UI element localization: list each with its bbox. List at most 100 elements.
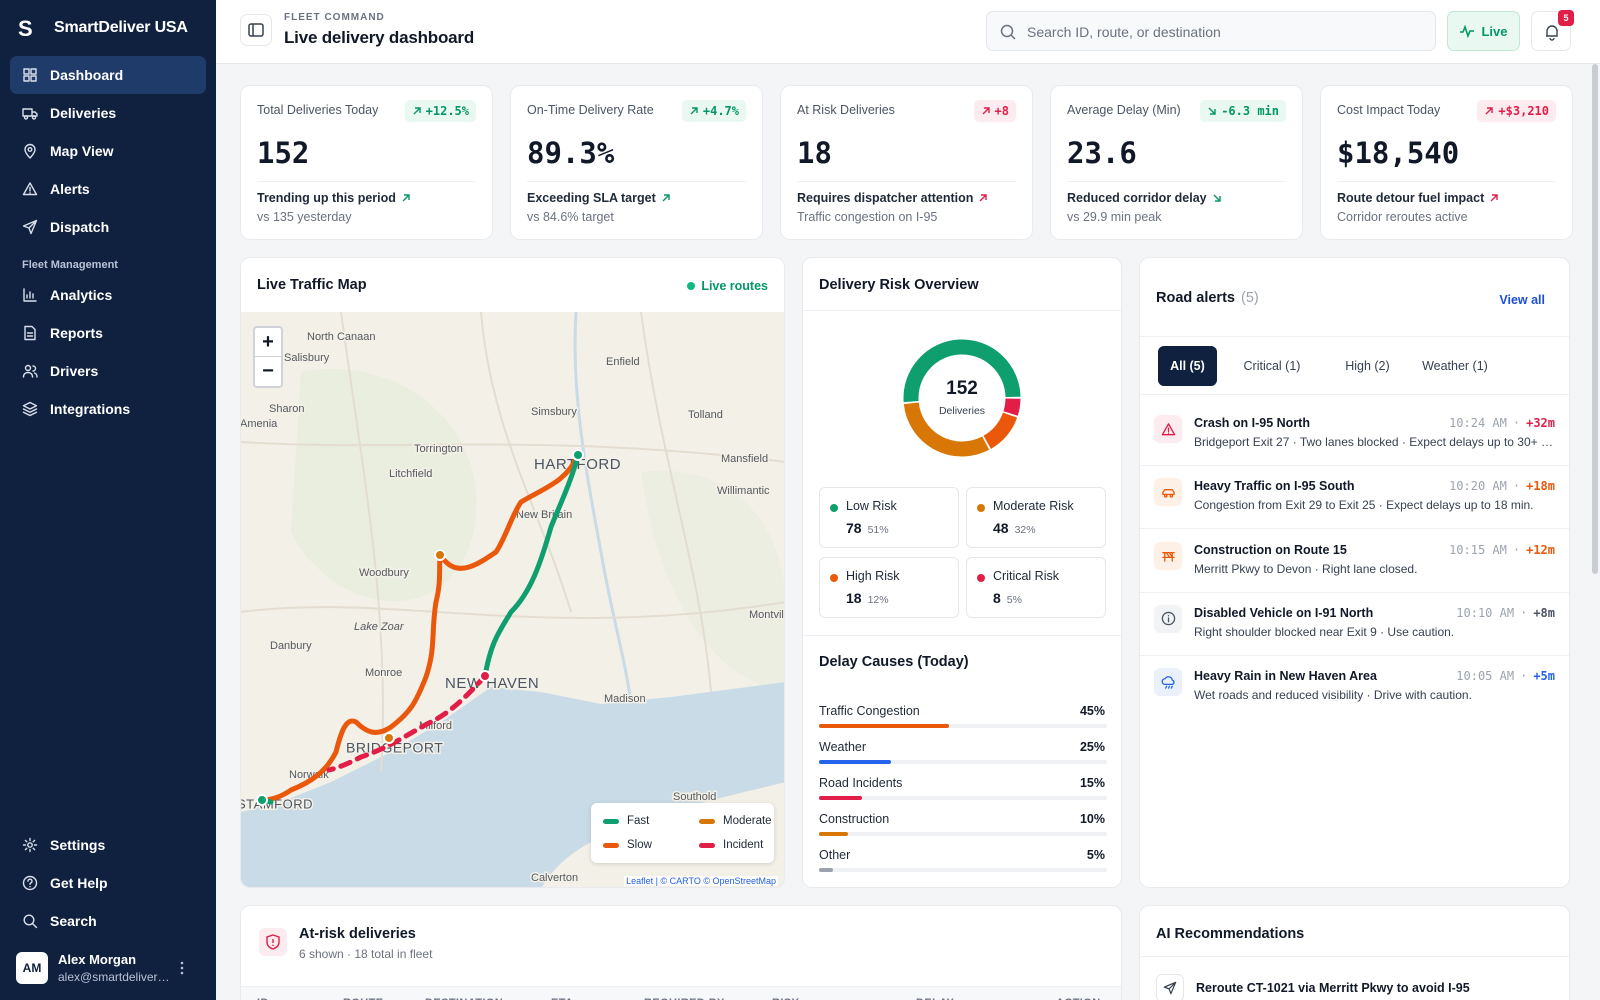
legend-swatch — [603, 842, 619, 848]
alert-tab[interactable]: Critical (1) — [1243, 359, 1301, 373]
delay-bar — [819, 724, 949, 728]
icon-shape — [1161, 675, 1175, 689]
search-box[interactable]: Search ID, route, or destination — [986, 11, 1436, 51]
icon-shape — [22, 837, 38, 853]
nav-item[interactable]: Dispatch — [10, 208, 206, 246]
view-all[interactable]: View all — [1499, 293, 1545, 307]
kpi-note: Route detour fuel impact — [1337, 191, 1499, 205]
alert-row[interactable]: Construction on Route 15 10:15 AM · +12m Mer… — [1140, 530, 1569, 593]
arrow-shape — [662, 194, 670, 202]
user-avatar: AM — [16, 952, 48, 984]
bell-icon — [1546, 25, 1558, 41]
kpi-delta: +$3,210 — [1477, 100, 1556, 122]
ai-title: AI Recommendations — [1156, 926, 1305, 942]
table-header: ID ROUTE DESTINATION ETA REQUIRED BY RISK DELA… — [241, 986, 1121, 1000]
ai-card: AI Recommendations Reroute CT-1021 via M… — [1139, 905, 1570, 1000]
risk-level: Critical Risk 8 5% — [966, 557, 1106, 618]
alert-desc: Merritt Pkwy to Devon · Right lane close… — [1194, 561, 1418, 576]
kpi-sub: vs 84.6% target — [527, 210, 614, 224]
delay-value: 25% — [1079, 740, 1105, 754]
alert-tab[interactable]: Weather (1) — [1422, 359, 1488, 373]
nav-item[interactable]: Search — [10, 902, 206, 940]
alert-row[interactable]: Heavy Traffic on I-95 South 10:20 AM · +18m… — [1140, 466, 1569, 530]
kpi-sub: vs 29.9 min peak — [1067, 210, 1162, 224]
kpi-note: Reduced corridor delay — [1067, 191, 1222, 205]
donut-segment — [903, 339, 1021, 403]
nav-label: Reports — [50, 325, 103, 341]
map[interactable]: North Canaan Salisbury Enfield Sharon Simsbu… — [241, 312, 785, 888]
notifications-button[interactable]: 5 — [1531, 10, 1574, 51]
kpi-card: Average Delay (Min) -6.3 min 23.6 Reduced c… — [1050, 85, 1303, 240]
column-header: DELAY — [916, 997, 954, 1000]
recommendation[interactable]: Reroute CT-1021 via Merritt Pkwy to avoi… — [1156, 974, 1470, 1000]
icon-shape — [1163, 493, 1168, 498]
delay-value: 15% — [1079, 776, 1105, 790]
route-marker — [256, 794, 268, 806]
arrow-shape — [402, 194, 410, 202]
alert-tab[interactable]: High (2) — [1345, 359, 1390, 373]
zoom-in[interactable]: + — [255, 328, 281, 357]
sidebar-toggle[interactable] — [240, 14, 272, 46]
alert-tab[interactable]: All (5) — [1158, 346, 1217, 386]
nav-item[interactable]: Drivers — [10, 352, 206, 390]
icon-shape — [1168, 493, 1173, 498]
sidebar: S SmartDeliver USA Fleet Management AM A… — [0, 0, 216, 1000]
place-label: Litchfield — [389, 468, 432, 480]
kpi-label: On-Time Delivery Rate — [527, 103, 654, 117]
icon-shape — [1161, 612, 1175, 626]
alert-row[interactable]: Heavy Rain in New Haven Area 10:05 AM · +5m… — [1140, 656, 1569, 719]
alert-desc: Right shoulder blocked near Exit 9 · Use… — [1194, 624, 1455, 639]
place-label: Monroe — [365, 667, 402, 679]
icon — [24, 143, 36, 159]
legend-label: Incident — [723, 839, 764, 851]
alert-meta: 10:05 AM · +5m — [1456, 669, 1555, 683]
nav-item[interactable]: Dashboard — [10, 56, 206, 94]
kpi-card: At Risk Deliveries +8 18 Requires dispatche… — [780, 85, 1033, 240]
kpi-card: Cost Impact Today +$3,210 $18,540 Route det… — [1320, 85, 1573, 240]
legend-swatch — [603, 818, 619, 824]
kpi-value: 152 — [257, 136, 310, 170]
route — [326, 673, 488, 773]
arrow-shape — [982, 107, 990, 115]
user-menu[interactable] — [178, 960, 186, 976]
nav-item[interactable]: Alerts — [10, 170, 206, 208]
icon — [23, 68, 37, 82]
risk-name: Moderate Risk — [993, 499, 1074, 513]
kpi-delta: -6.3 min — [1200, 100, 1286, 122]
delay-label: Construction — [819, 812, 890, 826]
user-name: Alex Morgan — [58, 952, 137, 967]
nav-item[interactable]: Analytics — [10, 276, 206, 314]
icon-shape — [22, 108, 38, 117]
nav-item[interactable]: Map View — [10, 132, 206, 170]
icon — [23, 288, 37, 302]
nav-label: Settings — [50, 837, 106, 853]
nav-item[interactable]: Settings — [10, 826, 206, 864]
place-label: Southold — [673, 791, 716, 803]
delay-label: Traffic Congestion — [819, 704, 920, 718]
risk-values: 8 5% — [993, 590, 1022, 606]
zoom-out[interactable]: − — [262, 360, 274, 382]
kpi-label: At Risk Deliveries — [797, 103, 895, 117]
icon-shape — [1161, 488, 1175, 495]
risk-donut: 152 Deliveries — [903, 339, 1021, 457]
alert-desc: Bridgeport Exit 27 · Two lanes blocked ·… — [1194, 435, 1553, 449]
alert-meta: 10:15 AM · +12m — [1449, 543, 1555, 557]
alert-time: 10:15 AM — [1449, 542, 1507, 557]
place-label: BRIDGEPORT — [346, 740, 443, 756]
nav-item[interactable]: Get Help — [10, 864, 206, 902]
icon-shape — [30, 75, 37, 82]
nav-item[interactable]: Deliveries — [10, 94, 206, 132]
alert-row[interactable]: Crash on I-95 North 10:24 AM · +32m Bridgepo… — [1140, 403, 1569, 466]
delay-bar — [819, 760, 891, 764]
alert-title: Disabled Vehicle on I-91 North — [1194, 605, 1374, 620]
status-dot — [687, 282, 696, 290]
trend-arrow — [982, 107, 990, 115]
donut-segment — [1003, 398, 1021, 416]
icon-shape — [24, 364, 32, 372]
live-button[interactable]: Live — [1447, 11, 1520, 51]
kpi-label: Average Delay (Min) — [1067, 103, 1181, 117]
alert-row[interactable]: Disabled Vehicle on I-91 North 10:10 AM · +… — [1140, 593, 1569, 656]
nav-item[interactable]: Reports — [10, 314, 206, 352]
nav-item[interactable]: Integrations — [10, 390, 206, 428]
icon — [1163, 981, 1177, 995]
